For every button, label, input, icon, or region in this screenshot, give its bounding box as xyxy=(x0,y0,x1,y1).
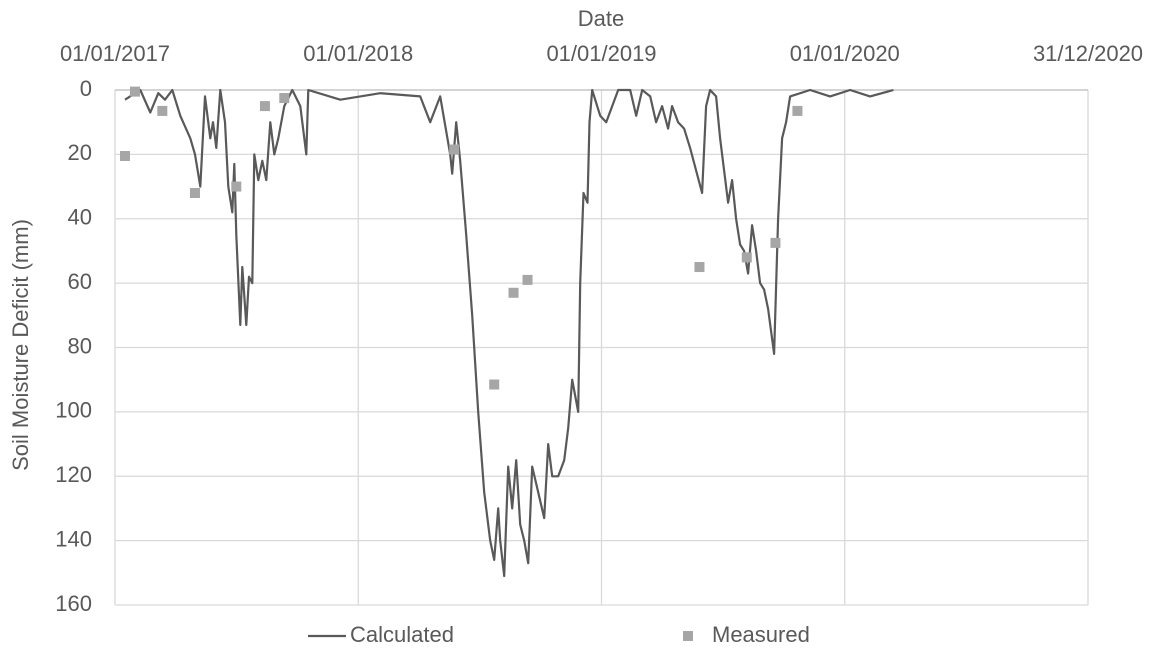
marker xyxy=(231,181,242,192)
y-tick-label: 140 xyxy=(55,526,92,551)
y-tick-label: 60 xyxy=(68,269,92,294)
x-tick-label: 01/01/2019 xyxy=(546,41,656,66)
y-tick-label: 80 xyxy=(68,333,92,358)
marker xyxy=(508,287,519,298)
marker xyxy=(119,150,130,161)
marker xyxy=(792,105,803,116)
marker xyxy=(449,144,460,155)
line xyxy=(124,88,894,578)
marker xyxy=(157,105,168,116)
marker xyxy=(189,188,200,198)
x-axis-title: Date xyxy=(578,6,624,31)
legend-label: Calculated xyxy=(350,622,454,647)
x-tick-label: 01/01/2017 xyxy=(60,41,170,66)
marker xyxy=(489,379,500,390)
y-tick-label: 160 xyxy=(55,591,92,616)
y-tick-label: 40 xyxy=(68,205,92,230)
marker xyxy=(129,86,140,97)
y-tick-label: 100 xyxy=(55,398,92,423)
marker xyxy=(259,101,270,112)
y-tick-label: 0 xyxy=(80,76,92,101)
marker xyxy=(279,93,290,104)
legend-swatch xyxy=(683,631,693,641)
legend-label: Measured xyxy=(712,622,810,647)
x-tick-label: 01/01/2020 xyxy=(790,41,900,66)
y-tick-label: 20 xyxy=(68,140,92,165)
marker xyxy=(770,237,781,248)
x-tick-label: 01/01/2018 xyxy=(303,41,413,66)
marker xyxy=(741,252,752,263)
marker xyxy=(522,274,533,285)
y-tick-label: 120 xyxy=(55,462,92,487)
y-axis-title: Soil Moisture Deficit (mm) xyxy=(8,219,33,471)
x-tick-label: 31/12/2020 xyxy=(1033,41,1143,66)
marker xyxy=(694,262,705,273)
